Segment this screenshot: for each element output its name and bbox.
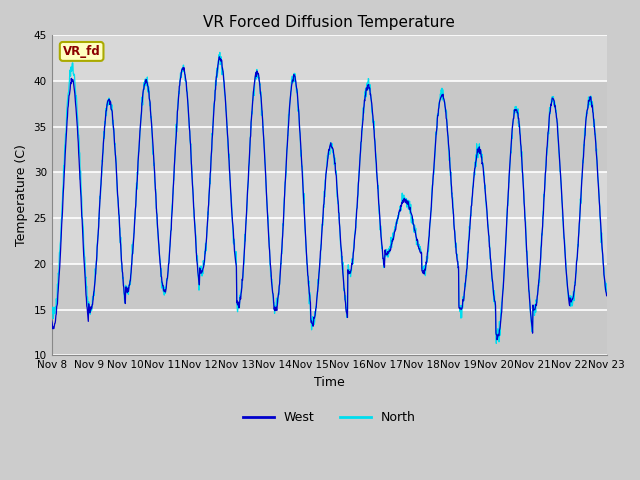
West (157, 274, 165, 280)
Text: VR_fd: VR_fd (63, 45, 100, 58)
North (603, 290, 611, 296)
Legend: West, North: West, North (237, 406, 420, 429)
West (48, 318, 56, 324)
Line: North: North (52, 52, 607, 344)
West (416, 246, 424, 252)
Bar (52, 81, 607, 172)
North (538, 237, 545, 243)
X-axis label: Time: Time (314, 376, 344, 389)
Bar (52, 36, 607, 81)
Title: VR Forced Diffusion Temperature: VR Forced Diffusion Temperature (204, 15, 455, 30)
Line: West: West (52, 57, 607, 340)
West (603, 293, 611, 299)
North (172, 151, 179, 156)
Y-axis label: Temperature (C): Temperature (C) (15, 144, 28, 246)
West (488, 276, 496, 281)
Bar (52, 172, 607, 264)
Bar (52, 264, 607, 355)
North (488, 278, 496, 284)
West (234, 302, 241, 308)
West (538, 242, 545, 248)
West (172, 149, 179, 155)
North (416, 248, 424, 253)
West (216, 54, 223, 60)
North (157, 285, 165, 291)
North (234, 309, 241, 314)
North (48, 306, 56, 312)
North (493, 341, 500, 347)
West (493, 337, 501, 343)
North (216, 49, 223, 55)
